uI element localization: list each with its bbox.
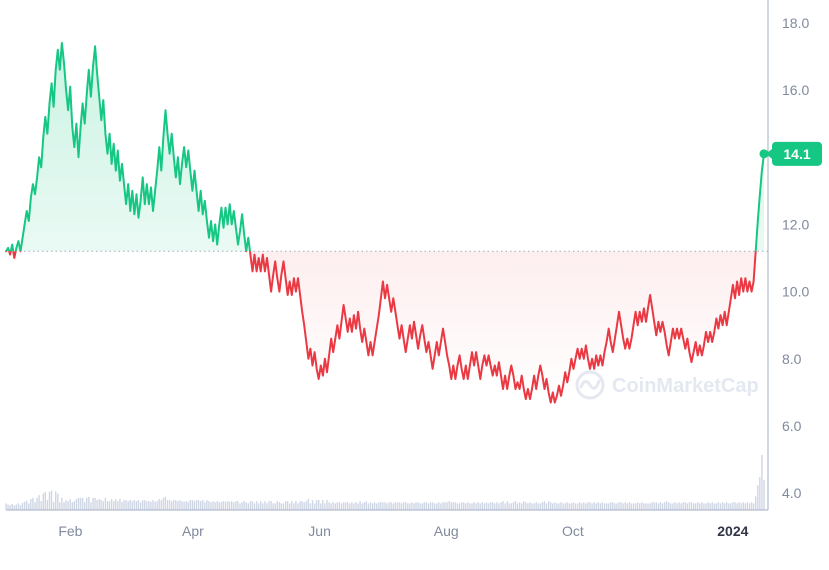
y-tick-label: 10.0: [782, 284, 809, 300]
area-up: [6, 43, 764, 403]
svg-text:CoinMarketCap: CoinMarketCap: [612, 375, 759, 397]
x-tick-label: Feb: [58, 523, 82, 539]
x-tick-label: Apr: [182, 523, 204, 539]
x-tick-label: Jun: [308, 523, 331, 539]
y-tick-label: 8.0: [782, 351, 802, 367]
price-chart: 4.06.08.010.012.014.016.018.0FebAprJunAu…: [0, 0, 829, 570]
volume-bars: [5, 455, 764, 510]
watermark: CoinMarketCap: [577, 372, 759, 398]
x-tick-label: Aug: [434, 523, 459, 539]
current-value-badge: 14.1: [766, 142, 822, 166]
y-tick-label: 16.0: [782, 82, 809, 98]
y-tick-label: 18.0: [782, 15, 809, 31]
chart-svg: 4.06.08.010.012.014.016.018.0FebAprJunAu…: [0, 0, 829, 570]
y-tick-label: 12.0: [782, 216, 809, 232]
x-tick-label: Oct: [562, 523, 584, 539]
y-tick-label: 6.0: [782, 418, 802, 434]
x-tick-label: 2024: [717, 523, 748, 539]
current-value-text: 14.1: [783, 146, 810, 162]
y-tick-label: 4.0: [782, 485, 802, 501]
